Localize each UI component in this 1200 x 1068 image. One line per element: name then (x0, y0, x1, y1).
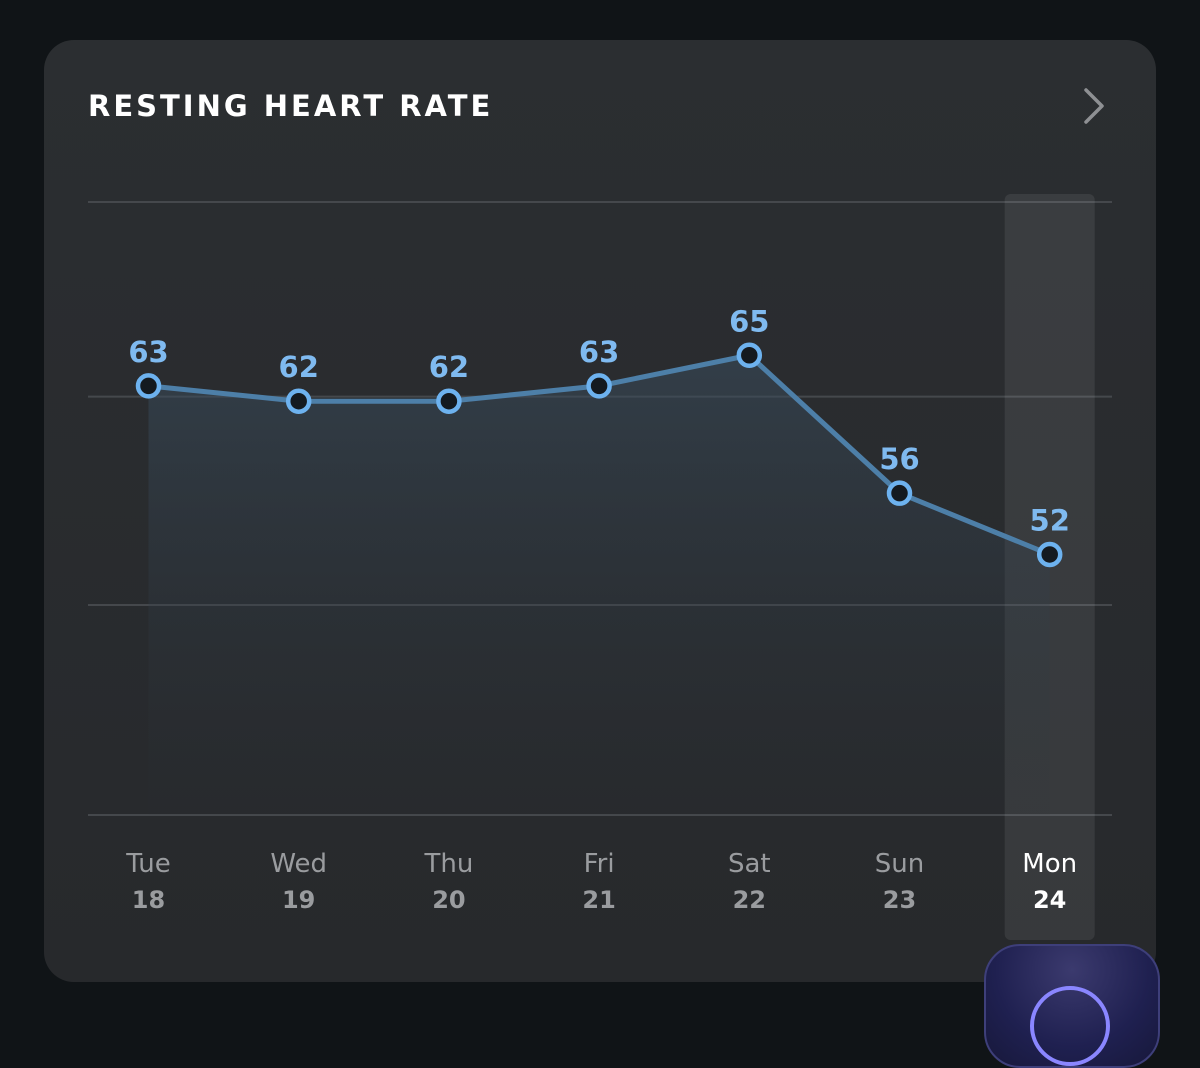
card-title: RESTING HEART RATE (88, 89, 494, 123)
data-label: 65 (729, 304, 769, 338)
data-point[interactable] (886, 480, 913, 506)
tick-label-date: 19 (282, 886, 315, 914)
tick-label-weekday: Tue (125, 849, 170, 879)
tick-label-weekday: Fri (584, 849, 615, 879)
data-point[interactable] (135, 373, 162, 399)
tick-label-date: 18 (132, 886, 165, 914)
area-fill (148, 355, 1050, 815)
data-point[interactable] (285, 388, 312, 414)
data-point[interactable] (736, 342, 763, 368)
floating-action-button[interactable] (984, 944, 1160, 1068)
tick-label-date: 20 (432, 886, 465, 914)
tick-label-weekday: Sun (875, 849, 924, 879)
tick-label-weekday: Thu (423, 849, 473, 879)
tick-label-date: 22 (733, 886, 766, 914)
tick-label-weekday: Mon (1022, 849, 1077, 879)
data-label: 62 (429, 350, 469, 384)
data-label: 56 (879, 442, 919, 476)
tick-label-date: 23 (883, 886, 916, 914)
tick-label-date: 24 (1033, 886, 1066, 914)
data-point[interactable] (586, 373, 612, 399)
chevron-right-icon[interactable] (1074, 84, 1114, 128)
tick-label-weekday: Sat (728, 849, 771, 879)
tick-label-date: 21 (582, 886, 615, 914)
data-label: 63 (579, 335, 619, 369)
data-point[interactable] (436, 388, 462, 414)
data-label: 62 (279, 350, 319, 384)
heart-rate-chart: 63 62 62 63 65 56 52 Tue 18 Wed 19 Thu 20 Fri 21 Sat 22… (88, 194, 1112, 940)
ring-icon (1030, 986, 1110, 1066)
data-label: 52 (1030, 503, 1070, 537)
resting-heart-rate-card[interactable]: 63 62 62 63 65 56 52 Tue 18 Wed 19 Thu 20 Fri 21 Sat 22… (44, 40, 1156, 982)
data-point[interactable] (1036, 541, 1063, 568)
tick-label-weekday: Wed (270, 849, 327, 879)
data-label: 63 (128, 335, 168, 369)
